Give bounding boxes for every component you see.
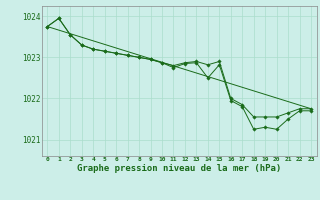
X-axis label: Graphe pression niveau de la mer (hPa): Graphe pression niveau de la mer (hPa) [77,164,281,173]
